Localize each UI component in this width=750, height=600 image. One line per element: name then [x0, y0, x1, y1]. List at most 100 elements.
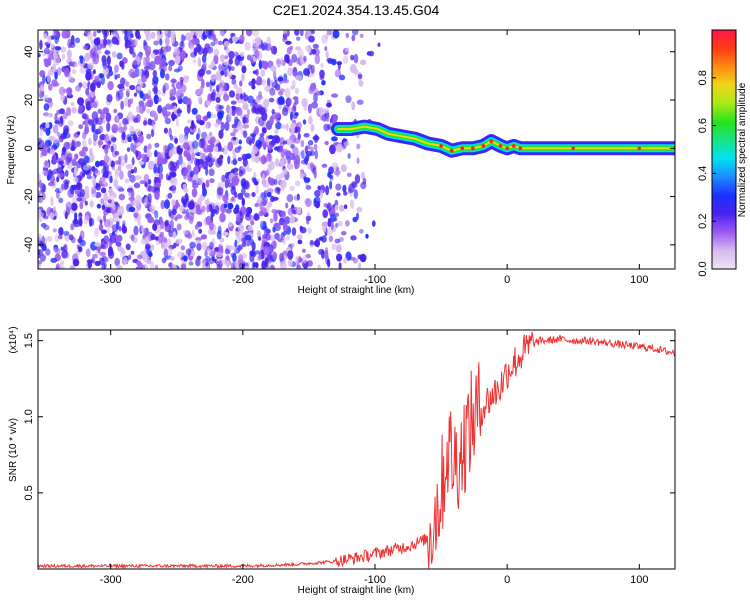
noise-cell [201, 78, 205, 89]
noise-cell [265, 153, 272, 163]
noise-cell [356, 212, 359, 220]
noise-cell [168, 59, 176, 67]
signal-ridge-peak [518, 146, 523, 151]
noise-cell [78, 124, 84, 130]
noise-cell [303, 69, 311, 76]
noise-cell [127, 98, 132, 108]
noise-cell [289, 45, 294, 51]
noise-cell [259, 132, 265, 137]
noise-cell [160, 68, 165, 79]
noise-cell [291, 227, 297, 236]
noise-cell [327, 171, 332, 178]
noise-cell [234, 260, 239, 269]
noise-cell [314, 149, 318, 160]
noise-cell [60, 133, 65, 140]
noise-cell [271, 108, 275, 115]
noise-cell [146, 259, 152, 265]
noise-cell [73, 167, 78, 176]
noise-cell [327, 217, 332, 228]
noise-cell [98, 125, 104, 133]
colorbar-tick-label: 0.2 [697, 214, 709, 229]
noise-cell [293, 195, 301, 201]
noise-cell [305, 198, 312, 208]
noise-cell [81, 113, 89, 120]
noise-cell [290, 85, 295, 90]
noise-cell [246, 167, 253, 172]
noise-cell [218, 64, 223, 72]
noise-cell [72, 258, 80, 267]
noise-cell [219, 147, 225, 152]
noise-cell [272, 69, 277, 80]
noise-cell [172, 231, 177, 239]
noise-cell [130, 169, 135, 174]
noise-cell [78, 235, 83, 242]
noise-cell [144, 181, 148, 188]
noise-cell [211, 76, 215, 83]
noise-cell [57, 67, 62, 76]
noise-cell [234, 239, 238, 248]
noise-cell [358, 80, 364, 87]
noise-cell [155, 166, 161, 174]
noise-cell [153, 40, 159, 46]
noise-cell [311, 30, 315, 35]
noise-cell [39, 212, 44, 218]
noise-cell [276, 57, 281, 67]
noise-cell [312, 43, 319, 49]
noise-cell [343, 204, 348, 209]
noise-cell [221, 259, 228, 265]
noise-cell [129, 174, 136, 183]
noise-cell [191, 179, 197, 185]
noise-cell [125, 81, 130, 88]
noise-cell [177, 251, 185, 258]
signal-ridge-peak [439, 144, 443, 148]
noise-cell [152, 223, 158, 231]
noise-cell [175, 81, 182, 90]
noise-cell [154, 210, 159, 219]
noise-cell [240, 93, 243, 100]
noise-cell [38, 88, 41, 95]
noise-cell [212, 88, 216, 99]
noise-cell [242, 116, 247, 124]
noise-cell [331, 243, 337, 251]
noise-cell [270, 195, 275, 203]
noise-cell [174, 137, 179, 144]
noise-cell [252, 70, 258, 75]
noise-cell [50, 196, 54, 207]
noise-cell [205, 256, 211, 262]
noise-cell [72, 219, 79, 225]
noise-cell [308, 87, 314, 95]
noise-cell [303, 102, 308, 112]
noise-cell [45, 126, 51, 136]
noise-cell [305, 185, 312, 190]
noise-cell [189, 170, 194, 178]
noise-cell [101, 263, 106, 269]
noise-cell [171, 36, 176, 45]
noise-cell [356, 99, 364, 105]
noise-cell [274, 158, 280, 167]
noise-cell [200, 234, 208, 240]
noise-cell [206, 100, 211, 106]
noise-cell [110, 160, 115, 168]
x-tick-label: -200 [232, 574, 254, 586]
noise-cell [242, 182, 246, 187]
noise-cell [142, 265, 146, 269]
noise-cell [278, 96, 285, 105]
signal-ridge-peak [460, 146, 465, 151]
noise-cell [67, 120, 74, 127]
noise-cell [241, 237, 247, 243]
noise-cell [138, 160, 145, 165]
noise-cell [164, 117, 171, 125]
noise-cell [196, 30, 203, 39]
noise-cell [328, 235, 334, 242]
noise-cell [334, 238, 341, 244]
noise-cell [64, 67, 70, 78]
noise-cell [205, 70, 212, 75]
noise-cell [173, 46, 180, 56]
noise-cell [179, 204, 185, 212]
noise-cell [218, 82, 223, 88]
noise-cell [185, 248, 192, 256]
noise-cell [170, 78, 177, 84]
noise-cell [156, 30, 161, 38]
x-tick-label: -100 [364, 574, 386, 586]
noise-cell [94, 227, 99, 237]
